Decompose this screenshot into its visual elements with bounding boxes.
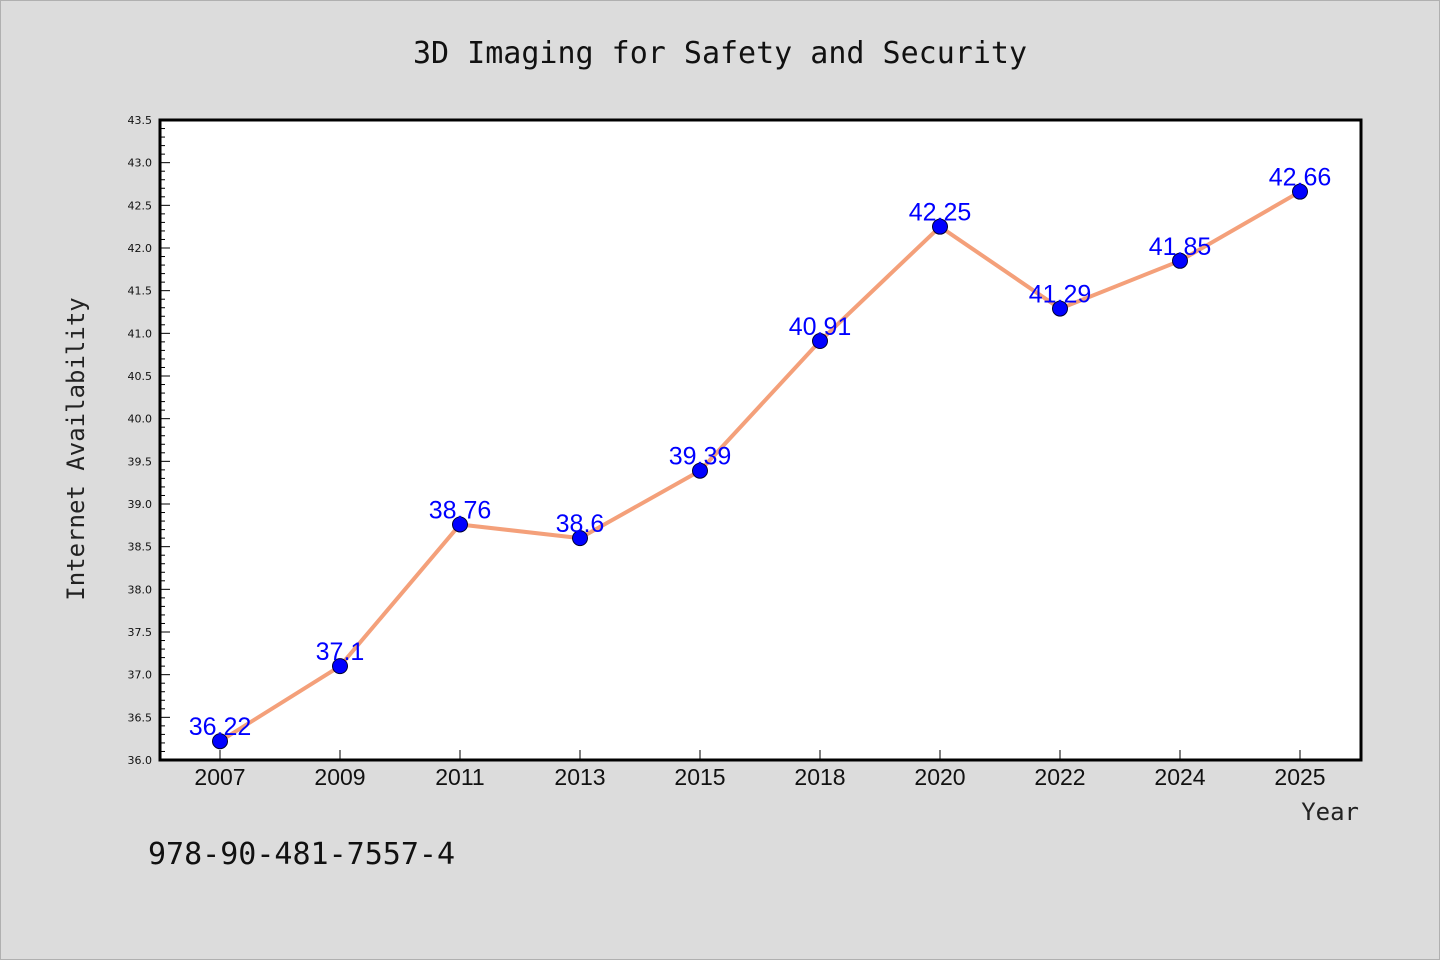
plot-area [160, 120, 1361, 760]
y-tick-label: 43.0 [128, 157, 153, 170]
y-tick-label: 36.5 [128, 711, 153, 724]
data-point [1292, 183, 1308, 200]
data-label: 39.39 [669, 443, 732, 471]
y-tick-label: 40.5 [128, 370, 153, 383]
x-tick-label: 2018 [794, 764, 845, 790]
data-point [572, 530, 588, 547]
y-tick-label: 37.5 [128, 626, 153, 639]
data-point [1052, 300, 1068, 317]
data-label: 37.1 [316, 638, 365, 666]
x-tick-label: 2020 [914, 764, 965, 790]
data-label: 38.76 [429, 496, 492, 524]
y-tick-label: 38.5 [128, 541, 153, 554]
y-axis-ticks: 36.0 36.5 37.0 37.5 38.0 38.5 39.0 39.5 40.0 40.5… [128, 114, 170, 767]
data-point [812, 333, 828, 350]
data-label: 40.91 [789, 313, 852, 341]
y-tick-label: 41.5 [128, 285, 153, 298]
series-line [218, 189, 1302, 744]
footnote-isbn: 978-90-481-7557-4 [148, 837, 455, 872]
y-tick-label: 40.0 [128, 413, 153, 426]
data-label: 36.22 [189, 713, 252, 741]
data-point [452, 516, 468, 533]
x-tick-label: 2024 [1154, 764, 1205, 790]
data-point [212, 733, 228, 750]
y-tick-label: 39.5 [128, 455, 153, 468]
y-tick-label: 42.5 [128, 199, 153, 212]
x-tick-label: 2022 [1034, 764, 1085, 790]
y-tick-label: 36.0 [128, 754, 153, 767]
x-axis-label: Year [1301, 798, 1359, 826]
x-tick-label: 2013 [554, 764, 605, 790]
y-tick-label: 43.5 [128, 114, 153, 127]
data-point [692, 462, 708, 479]
x-tick-label: 2011 [435, 764, 484, 790]
x-tick-label: 2009 [314, 764, 365, 790]
series-layer [212, 183, 1308, 750]
x-axis-ticks: 2007 2009 2011 2013 2015 2018 2020 2022 2024 2025 [194, 750, 1326, 790]
data-label: 38.6 [556, 510, 605, 538]
y-tick-label: 42.0 [128, 242, 153, 255]
data-point [1172, 252, 1188, 269]
chart-title: 3D Imaging for Safety and Security [413, 36, 1027, 71]
y-axis-label: Internet Availability [62, 297, 90, 600]
y-tick-label: 38.0 [128, 583, 153, 596]
data-point [332, 658, 348, 675]
data-point [932, 218, 948, 235]
y-tick-label: 37.0 [128, 669, 153, 682]
data-labels-layer: 36.22 37.1 38.76 38.6 39.39 40.91 42.25 41.29 41… [189, 164, 1332, 742]
x-tick-label: 2007 [194, 764, 245, 790]
data-label: 42.66 [1269, 164, 1332, 192]
data-label: 41.29 [1029, 281, 1092, 309]
plot-frame [158, 118, 1363, 762]
x-tick-label: 2025 [1274, 764, 1325, 790]
data-label: 42.25 [909, 199, 972, 227]
y-tick-label: 41.0 [128, 327, 153, 340]
data-label: 41.85 [1149, 233, 1212, 261]
x-tick-label: 2015 [674, 764, 725, 790]
y-tick-label: 39.0 [128, 498, 153, 511]
